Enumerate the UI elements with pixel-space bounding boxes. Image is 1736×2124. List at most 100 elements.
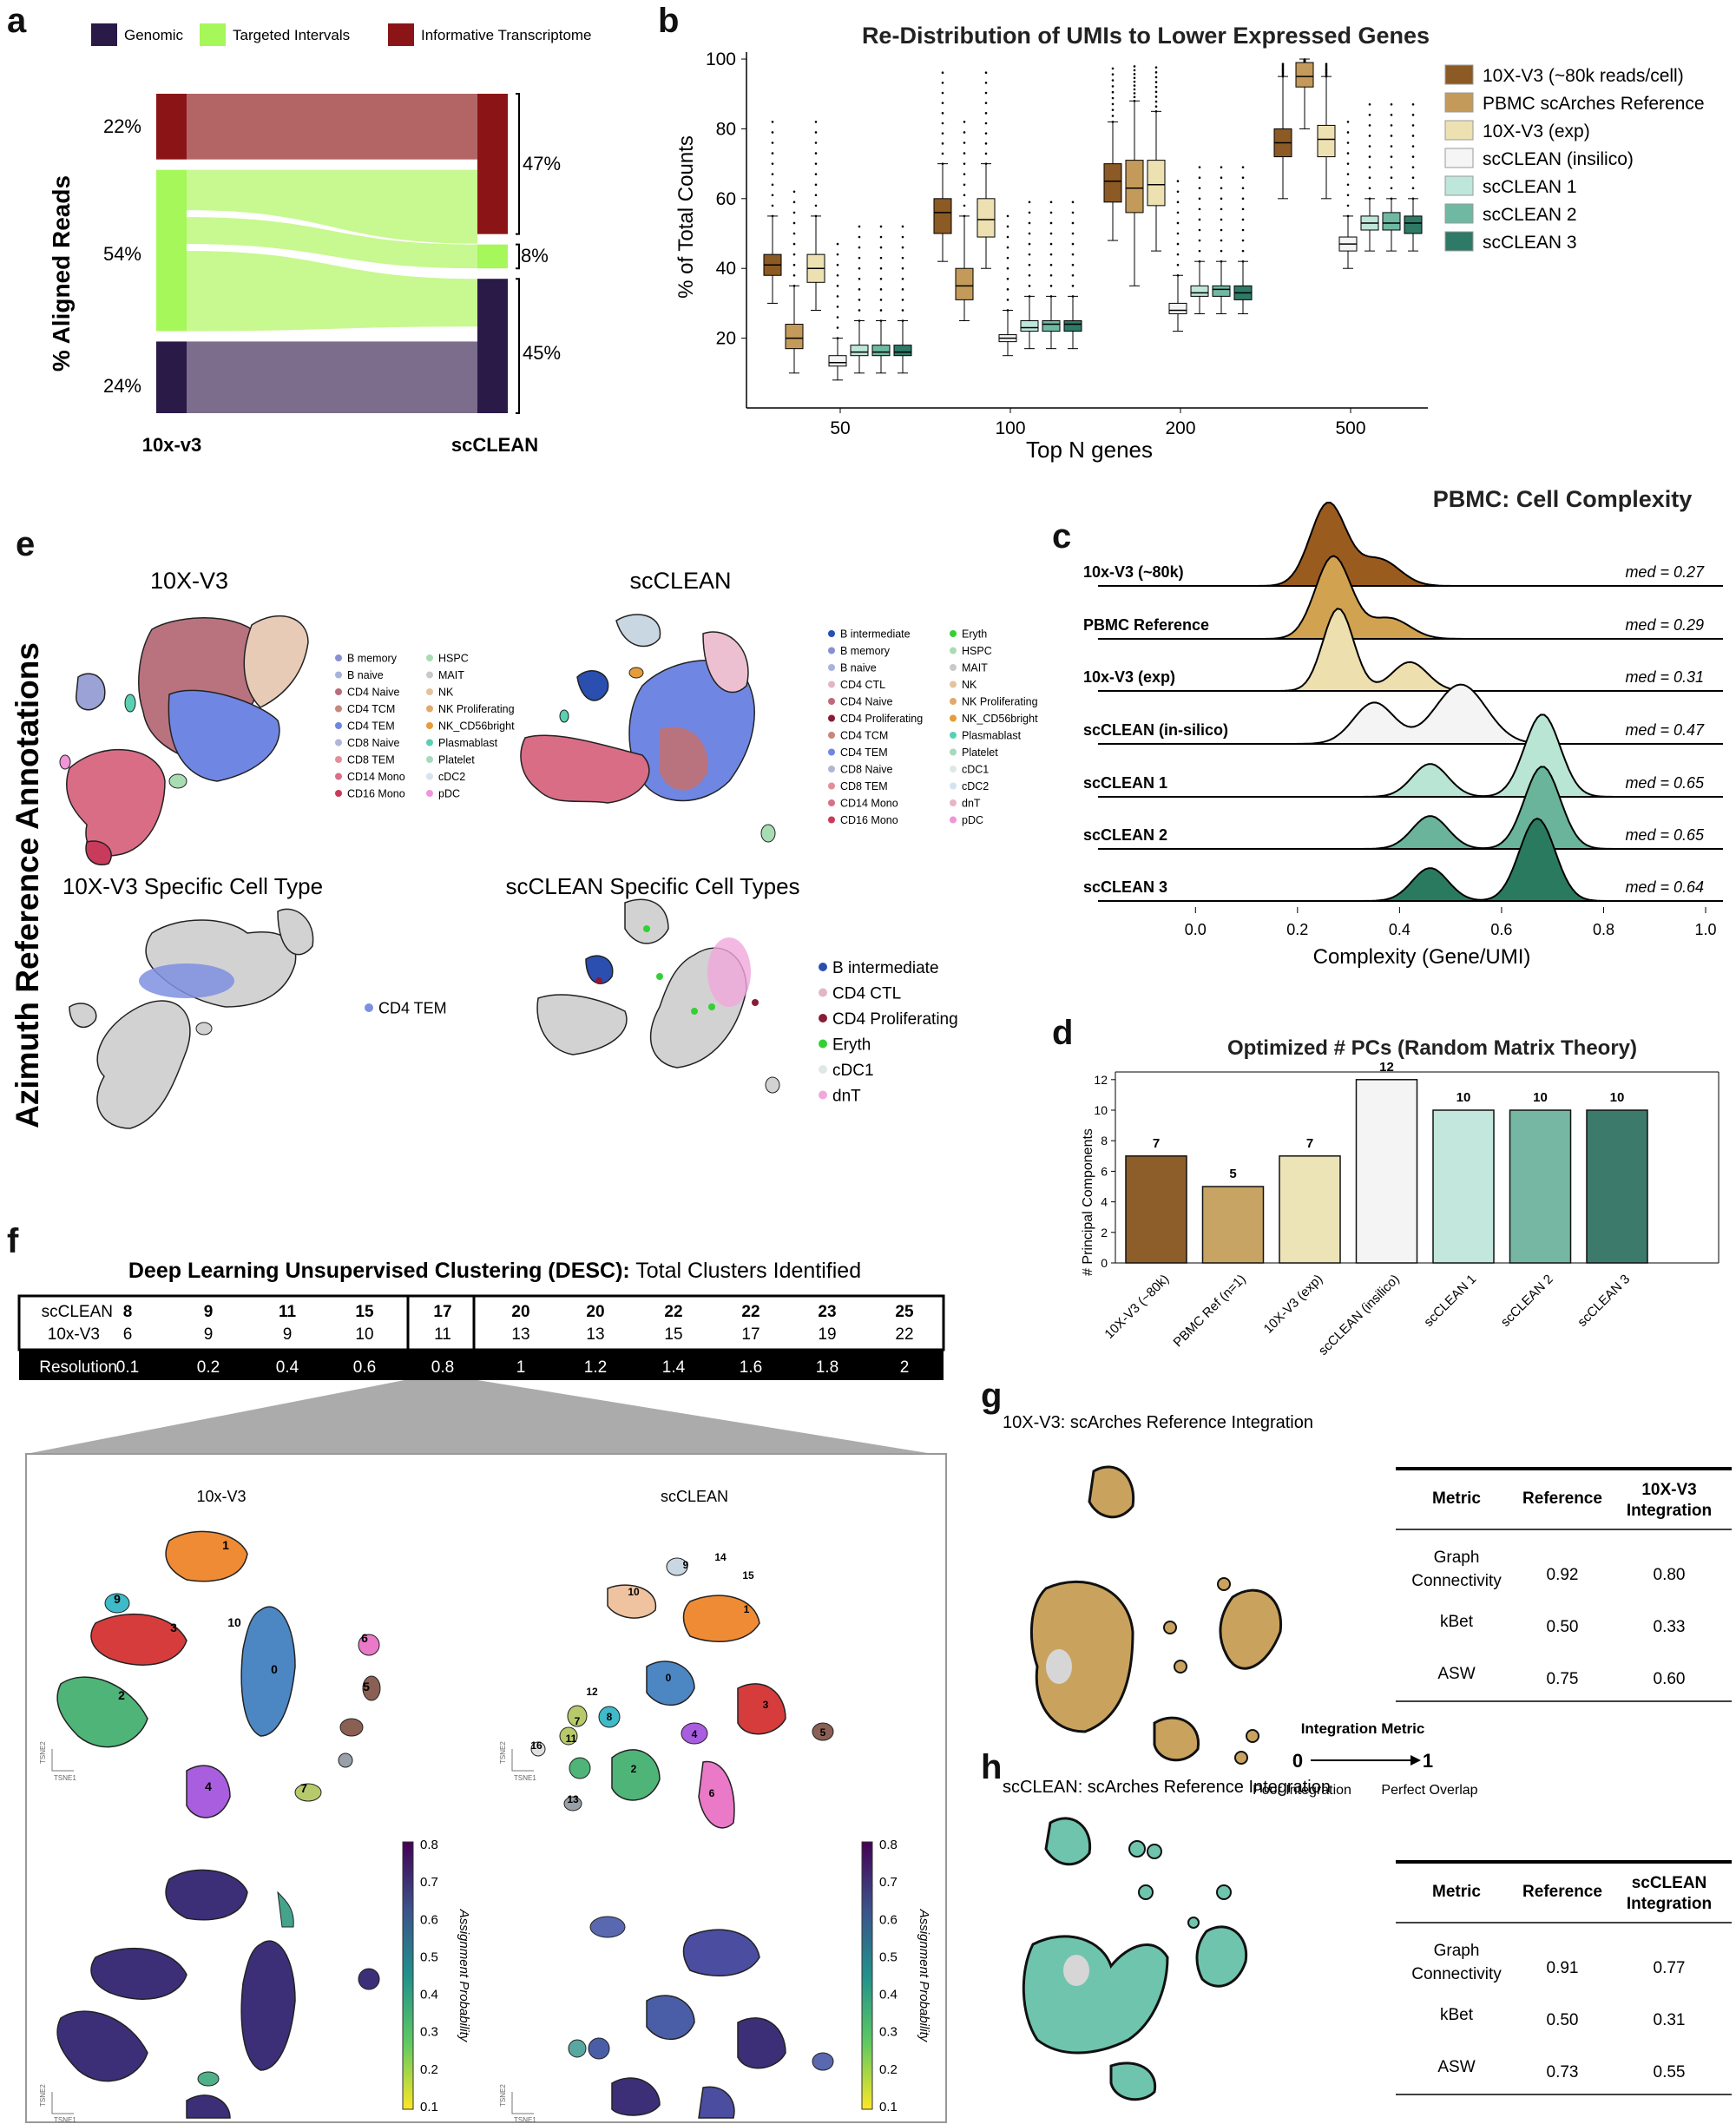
outlier: [1006, 256, 1009, 260]
box-10X-V3 (exp): [1147, 66, 1166, 252]
outlier: [1071, 221, 1075, 225]
outlier: [1111, 85, 1115, 88]
outlier: [1390, 145, 1393, 148]
median-label: med = 0.64: [1625, 878, 1704, 896]
outlier: [836, 295, 839, 298]
outlier: [1111, 121, 1115, 123]
outlier: [1368, 176, 1371, 180]
outlier: [1176, 201, 1180, 204]
outlier: [984, 162, 988, 165]
box: [1125, 160, 1144, 214]
outlier: [1368, 187, 1371, 190]
resolution-value: 1.6: [740, 1358, 762, 1377]
panel-f-umap-title-v3: 10x-V3: [196, 1488, 246, 1505]
legend-label: CD8 Naive: [840, 764, 892, 776]
panel-e-legend-v3-specific: CD4 TEM: [365, 999, 447, 1016]
legend-dot: [950, 748, 957, 756]
panel-a-chart: Genomic Targeted Intervals Informative Tra…: [48, 23, 592, 456]
box: [933, 198, 952, 234]
bar-value-label: 10: [1457, 1090, 1471, 1105]
outlier: [879, 256, 883, 260]
outlier: [1198, 187, 1201, 190]
cluster-label: 7: [300, 1781, 307, 1795]
outlier: [836, 316, 839, 319]
ridge-label: scCLEAN 2: [1083, 826, 1167, 844]
outlier: [1154, 90, 1158, 94]
outlier: [1411, 102, 1415, 106]
legend-dot: [335, 756, 342, 763]
panel-h-umap: [1022, 1817, 1248, 2101]
legend-label: NK: [962, 679, 977, 691]
resolution-value: 0.2: [197, 1358, 220, 1377]
bar: [1279, 1155, 1341, 1264]
outlier: [858, 266, 861, 270]
colorbar-tick-label: 0.7: [420, 1875, 438, 1890]
cluster-label: 14: [714, 1551, 727, 1563]
outlier: [1241, 207, 1245, 211]
legend-dot: [950, 630, 957, 637]
x-tick-label: 0.6: [1490, 921, 1512, 938]
outlier: [1411, 114, 1415, 116]
legend-label: CD4 TEM: [347, 720, 395, 733]
outlier: [879, 225, 883, 228]
integration-value: 0.31: [1654, 2011, 1686, 2029]
outlier: [963, 121, 966, 123]
panel-letter-g: g: [981, 1377, 1003, 1415]
panel-a-left-pct-3: 24%: [103, 375, 141, 397]
table-header: Integration: [1627, 1895, 1712, 1913]
resolution-value: 1.4: [662, 1358, 686, 1377]
outlier: [1006, 225, 1009, 228]
legend-dot: [950, 664, 957, 671]
legend-label: Eryth: [832, 1036, 871, 1054]
outlier: [1049, 285, 1053, 287]
outlier: [1198, 176, 1201, 180]
legend-label: Targeted Intervals: [233, 27, 350, 43]
median-label: med = 0.27: [1625, 563, 1705, 581]
panel-g-table: Metric Reference 10X-V3 Integration Graph Con…: [1396, 1467, 1732, 1702]
box-10X-V3 (exp): [1317, 62, 1336, 200]
colorbar-tick-label: 0.4: [879, 1988, 898, 2002]
y-tick-label: 4: [1101, 1195, 1108, 1209]
outlier: [814, 204, 818, 207]
panel-a-right-pct-2: 8%: [521, 245, 549, 266]
legend-swatch: [200, 23, 226, 46]
outlier: [836, 263, 839, 266]
outlier: [1241, 197, 1245, 201]
integration-scale-right-text: Perfect Overlap: [1381, 1783, 1477, 1798]
x-tick-label: 10X-V3 (~80k): [1101, 1272, 1172, 1342]
reference-value: 0.75: [1547, 1670, 1579, 1688]
legend-label: PBMC scArches Reference: [1483, 94, 1705, 114]
legend-label: CD4 Proliferating: [832, 1010, 958, 1029]
legend-label: CD4 TCM: [347, 703, 395, 715]
legend-dot: [950, 681, 957, 688]
x-tick-label: 200: [1165, 418, 1195, 438]
outlier: [1006, 266, 1009, 270]
resolution-value: 0.4: [276, 1358, 299, 1377]
panel-g-umap: [1029, 1465, 1283, 1765]
outlier: [1241, 176, 1245, 180]
legend-dot: [950, 714, 957, 722]
outlier: [792, 285, 796, 287]
panel-a-right-pct-3: 45%: [523, 342, 561, 364]
cluster-label: 0: [271, 1662, 278, 1676]
outlier: [984, 71, 988, 75]
outlier: [836, 253, 839, 256]
outlier: [901, 246, 904, 249]
svg-text:TSNE1: TSNE1: [54, 2116, 76, 2124]
panel-d-title: Optimized # PCs (Random Matrix Theory): [1227, 1036, 1637, 1060]
outlier: [771, 214, 774, 218]
outlier: [1111, 90, 1115, 94]
legend-label: B memory: [347, 653, 398, 665]
panel-letter-b: b: [658, 2, 680, 40]
umap-v3-top: [59, 615, 309, 865]
scclean-count: 20: [511, 1303, 529, 1321]
legend-dot: [819, 963, 827, 971]
colorbar-tick-label: 0.2: [879, 2062, 898, 2077]
outlier: [1071, 285, 1075, 287]
scclean-count: 23: [818, 1303, 836, 1321]
outlier: [901, 299, 904, 301]
legend-swatch: [388, 23, 414, 46]
legend-label: CD4 CTL: [840, 679, 885, 691]
legend-swatch: [1444, 92, 1474, 113]
